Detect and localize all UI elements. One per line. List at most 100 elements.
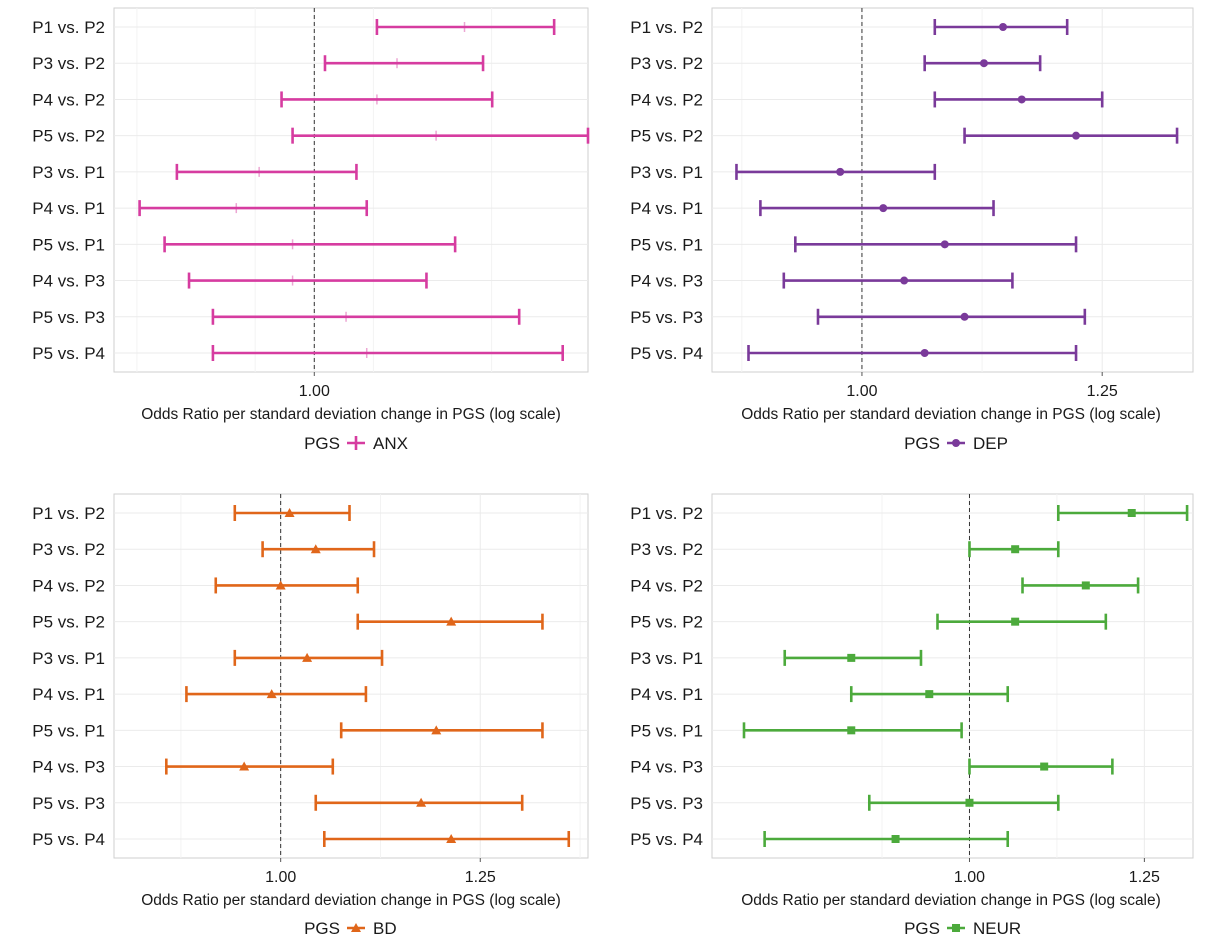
- y-tick-label: P4 vs. P3: [32, 758, 105, 777]
- legend: PGS ANX: [304, 434, 408, 453]
- legend-label: NEUR: [973, 919, 1021, 938]
- errorbar: [759, 200, 995, 217]
- errorbar: [936, 613, 1108, 630]
- x-axis-label: Odds Ratio per standard deviation change…: [141, 892, 561, 909]
- plot-area: [113, 493, 589, 859]
- errorbar: [735, 163, 937, 180]
- point-estimate: [879, 204, 888, 213]
- y-tick-label: P5 vs. P1: [630, 235, 703, 254]
- y-tick-label: P4 vs. P1: [630, 685, 703, 704]
- y-tick-label: P1 vs. P2: [630, 18, 703, 37]
- legend-title: PGS: [304, 434, 340, 453]
- y-tick-label: P4 vs. P1: [32, 199, 105, 218]
- y-tick-label: P5 vs. P2: [630, 613, 703, 632]
- y-tick-label: P4 vs. P3: [630, 758, 703, 777]
- legend-key-marker: [952, 439, 960, 447]
- x-tick-label: 1.25: [1129, 869, 1160, 886]
- chart-panel-anx: P1 vs. P2 P3 vs. P2 P4 vs. P2 P5 vs. P2 P3 v…: [32, 7, 590, 453]
- legend: PGS DEP: [904, 434, 1008, 453]
- errorbar: [356, 613, 544, 630]
- errorbar: [323, 55, 485, 72]
- x-tick-label: 1.00: [299, 383, 330, 400]
- point-estimate: [416, 797, 427, 807]
- x-axis-label: Odds Ratio per standard deviation change…: [741, 406, 1161, 423]
- y-tick-label: P5 vs. P4: [32, 344, 105, 363]
- x-axis-label: Odds Ratio per standard deviation change…: [741, 892, 1161, 909]
- y-tick-label: P4 vs. P1: [630, 199, 703, 218]
- point-estimate: [431, 725, 442, 735]
- y-tick-label: P3 vs. P2: [32, 540, 105, 559]
- y-tick-label: P1 vs. P2: [32, 18, 105, 37]
- point-estimate: [979, 59, 988, 68]
- errorbar: [968, 758, 1114, 775]
- errorbar: [794, 236, 1078, 253]
- errorbar: [280, 91, 494, 108]
- errorbar: [963, 127, 1179, 144]
- x-tick-label: 1.25: [1087, 383, 1118, 400]
- errorbar: [163, 236, 457, 253]
- x-tick-label: 1.00: [846, 383, 877, 400]
- x-tick-label: 1.25: [465, 869, 496, 886]
- plot-area: [711, 493, 1194, 859]
- point-estimate: [1011, 545, 1020, 554]
- errorbar: [1021, 577, 1140, 594]
- chart-panel-dep: P1 vs. P2 P3 vs. P2 P4 vs. P2 P5 vs. P2 P3 v…: [630, 7, 1194, 453]
- point-estimate: [275, 580, 286, 590]
- errorbar: [923, 55, 1042, 72]
- point-estimate: [266, 689, 277, 699]
- point-estimate: [239, 761, 250, 771]
- legend-label: BD: [373, 919, 397, 938]
- y-tick-label: P5 vs. P3: [630, 794, 703, 813]
- errorbar: [933, 91, 1104, 108]
- legend-label: DEP: [973, 434, 1008, 453]
- errorbar: [742, 722, 963, 739]
- y-tick-label: P5 vs. P2: [32, 127, 105, 146]
- errorbar: [867, 794, 1060, 811]
- errorbar: [187, 272, 428, 289]
- legend-title: PGS: [904, 434, 940, 453]
- errorbar: [175, 163, 358, 180]
- point-estimate: [847, 726, 856, 735]
- point-estimate: [920, 349, 929, 357]
- point-estimate: [900, 276, 909, 285]
- y-tick-label: P4 vs. P2: [630, 576, 703, 595]
- y-tick-label: P3 vs. P2: [630, 540, 703, 559]
- errorbar: [339, 722, 544, 739]
- point-estimate: [1081, 581, 1090, 590]
- y-tick-label: P5 vs. P4: [630, 830, 703, 849]
- legend: PGS BD: [304, 919, 397, 938]
- y-tick-label: P5 vs. P4: [32, 830, 105, 849]
- chart-panel-neur: P1 vs. P2 P3 vs. P2 P4 vs. P2 P5 vs. P2 P3 v…: [630, 493, 1194, 938]
- y-tick-label: P4 vs. P2: [32, 90, 105, 109]
- chart-panel-bd: P1 vs. P2 P3 vs. P2 P4 vs. P2 P5 vs. P2 P3 v…: [32, 493, 589, 938]
- y-tick-label: P5 vs. P3: [32, 794, 105, 813]
- point-estimate: [1011, 617, 1020, 626]
- y-tick-label: P3 vs. P1: [630, 163, 703, 182]
- errorbar: [291, 127, 590, 144]
- legend-key-marker: [952, 924, 960, 932]
- errorbar: [747, 345, 1078, 361]
- y-tick-label: P4 vs. P1: [32, 685, 105, 704]
- x-tick-label: 1.00: [954, 869, 985, 886]
- errorbar: [233, 649, 384, 666]
- errorbar: [211, 308, 521, 325]
- point-estimate: [891, 835, 900, 843]
- point-estimate: [847, 653, 856, 662]
- plot-area: [711, 7, 1194, 373]
- x-tick-label: 1.00: [265, 869, 296, 886]
- y-tick-label: P3 vs. P1: [32, 163, 105, 182]
- point-estimate: [1127, 509, 1136, 517]
- y-tick-label: P5 vs. P1: [630, 721, 703, 740]
- y-tick-label: P3 vs. P1: [32, 649, 105, 668]
- y-tick-label: P5 vs. P3: [32, 308, 105, 327]
- point-estimate: [1017, 95, 1026, 104]
- errorbar: [138, 200, 369, 217]
- errorbar: [816, 308, 1087, 325]
- y-tick-label: P5 vs. P4: [630, 344, 703, 363]
- legend-label: ANX: [373, 434, 408, 453]
- errorbar: [1057, 505, 1189, 521]
- legend-title: PGS: [304, 919, 340, 938]
- errorbar: [185, 686, 368, 703]
- y-tick-label: P5 vs. P2: [630, 127, 703, 146]
